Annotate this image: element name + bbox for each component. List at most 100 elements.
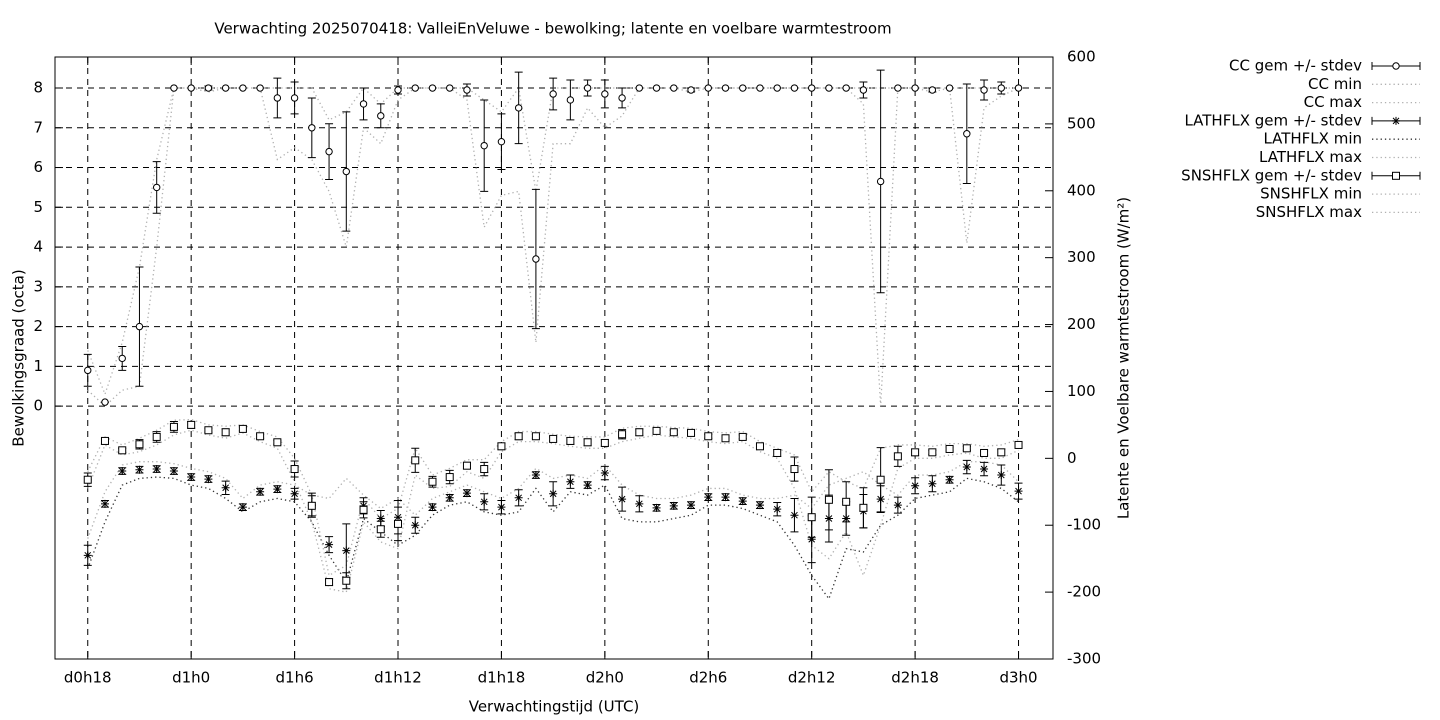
point bbox=[859, 86, 868, 94]
x-tick-label: d2h18 bbox=[891, 669, 939, 687]
y-tick-label: 6 bbox=[33, 158, 43, 176]
point bbox=[238, 503, 247, 512]
point bbox=[342, 167, 350, 176]
legend-label: CC max bbox=[1304, 93, 1363, 111]
point bbox=[480, 497, 489, 506]
point bbox=[411, 84, 419, 92]
x-tick-label: d0h18 bbox=[64, 669, 112, 687]
point bbox=[635, 499, 644, 508]
point bbox=[342, 546, 351, 555]
point bbox=[204, 475, 213, 484]
point bbox=[704, 493, 713, 502]
y2-tick-label: 200 bbox=[1067, 315, 1096, 333]
point bbox=[290, 465, 299, 474]
point bbox=[135, 440, 144, 449]
point bbox=[790, 84, 799, 92]
point bbox=[876, 475, 885, 484]
point bbox=[394, 519, 403, 528]
point bbox=[256, 487, 265, 496]
point bbox=[583, 481, 592, 490]
point bbox=[238, 424, 247, 433]
point bbox=[531, 432, 540, 441]
y2-tick-label: 0 bbox=[1067, 449, 1077, 467]
y2-tick-label: 300 bbox=[1067, 248, 1096, 266]
point bbox=[221, 428, 230, 437]
point bbox=[687, 501, 696, 510]
y-tick-label: 3 bbox=[33, 277, 43, 295]
range-line bbox=[87, 429, 1019, 593]
point bbox=[325, 540, 334, 549]
point bbox=[980, 86, 988, 94]
point bbox=[514, 493, 523, 502]
point bbox=[325, 147, 333, 156]
point bbox=[928, 448, 937, 457]
point bbox=[152, 183, 161, 192]
legend-label: SNSHFLX max bbox=[1256, 203, 1362, 221]
point bbox=[1392, 171, 1400, 180]
point bbox=[187, 473, 196, 482]
point bbox=[359, 505, 368, 514]
point bbox=[445, 493, 454, 502]
point bbox=[428, 84, 437, 92]
point bbox=[756, 84, 764, 92]
point bbox=[169, 422, 178, 431]
point bbox=[135, 322, 144, 331]
point bbox=[807, 84, 816, 92]
point bbox=[118, 354, 126, 363]
point bbox=[755, 501, 764, 510]
point bbox=[618, 430, 627, 439]
point bbox=[359, 100, 368, 108]
point bbox=[428, 477, 437, 486]
point bbox=[773, 505, 782, 514]
point bbox=[721, 493, 730, 502]
x-tick-label: d1h12 bbox=[374, 669, 422, 687]
y-tick-label: 0 bbox=[33, 397, 43, 415]
point bbox=[83, 551, 92, 560]
point bbox=[187, 420, 196, 429]
point bbox=[945, 444, 954, 453]
point bbox=[1014, 487, 1023, 496]
point bbox=[911, 448, 920, 457]
point bbox=[635, 84, 644, 92]
point bbox=[497, 442, 506, 451]
point bbox=[807, 513, 816, 522]
point bbox=[600, 469, 609, 478]
point bbox=[118, 467, 127, 476]
point bbox=[790, 511, 799, 520]
point bbox=[514, 432, 523, 441]
point bbox=[480, 465, 489, 474]
point bbox=[307, 501, 316, 510]
point bbox=[997, 471, 1006, 480]
point bbox=[308, 124, 316, 132]
y-tick-label: 2 bbox=[33, 317, 43, 335]
point bbox=[1014, 440, 1023, 449]
y2-tick-label: 500 bbox=[1067, 114, 1096, 132]
point bbox=[963, 130, 971, 138]
y-tick-label: 4 bbox=[33, 238, 43, 256]
point bbox=[669, 501, 678, 510]
point bbox=[446, 84, 454, 92]
y2-tick-label: -100 bbox=[1067, 516, 1101, 534]
point bbox=[583, 84, 592, 92]
point bbox=[962, 463, 971, 472]
point bbox=[997, 448, 1006, 457]
point bbox=[325, 578, 334, 587]
point bbox=[859, 503, 868, 512]
point bbox=[463, 86, 471, 94]
point bbox=[152, 465, 161, 474]
point bbox=[204, 426, 213, 435]
point bbox=[221, 84, 230, 92]
point bbox=[928, 86, 937, 94]
point bbox=[566, 96, 575, 104]
y-tick-label: 8 bbox=[33, 79, 43, 97]
point bbox=[83, 475, 92, 484]
x-axis-label: Verwachtingstijd (UTC) bbox=[469, 698, 640, 716]
point bbox=[256, 432, 265, 441]
point bbox=[738, 497, 747, 506]
point bbox=[549, 90, 557, 98]
x-tick-label: d1h18 bbox=[478, 669, 526, 687]
point bbox=[842, 497, 851, 506]
legend-label: LATHFLX gem +/- stdev bbox=[1184, 111, 1362, 129]
